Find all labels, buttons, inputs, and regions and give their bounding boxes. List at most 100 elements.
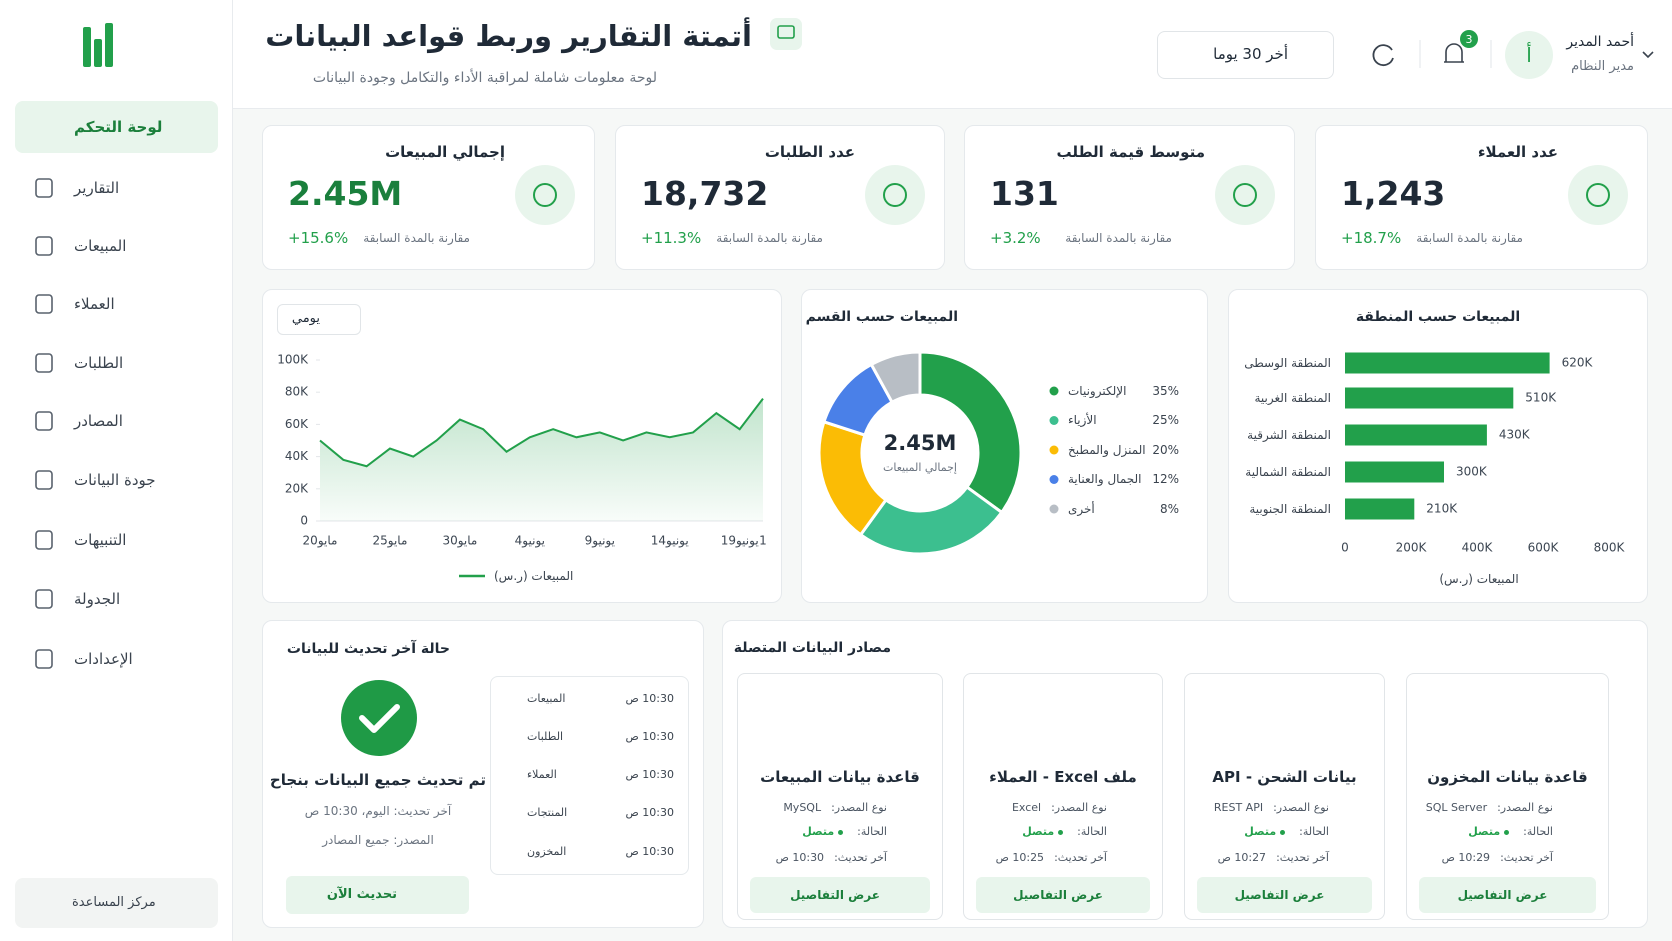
source-name: قاعدة بيانات المخزون — [1427, 767, 1588, 786]
nav-item[interactable]: الإعدادات — [74, 649, 133, 668]
row-label: نوع المصدر: — [1273, 801, 1329, 814]
x-tick-label: مايو20 — [303, 534, 338, 549]
y-tick-label: المنطقة الشمالية — [1245, 464, 1331, 479]
status-item-time: 10:30 ص — [625, 729, 675, 743]
user-name: أحمد المدير — [1566, 34, 1634, 50]
source-row: نوع المصدر: SQL Server — [1253, 799, 1553, 817]
row-label: الحالة: — [1077, 825, 1107, 838]
card-title: مصادر البيانات المتصلة — [733, 640, 891, 656]
x-tick-label: 0 — [1341, 541, 1349, 555]
source-row: نوع المصدر: MySQL — [587, 799, 887, 817]
nav-item[interactable]: الطلبات — [74, 353, 124, 372]
button-label[interactable]: عرض التفاصيل — [1234, 887, 1325, 902]
nav-item[interactable]: جودة البيانات — [74, 470, 156, 489]
kpi-change: +3.2% — [990, 228, 1041, 247]
details-button[interactable] — [750, 877, 930, 913]
nav-item[interactable]: المبيعات — [74, 236, 127, 255]
bar — [1345, 461, 1444, 483]
help-link[interactable]: مركز المساعدة — [72, 895, 156, 910]
y-tick-label: 100K — [277, 353, 309, 367]
kpi-icon — [883, 183, 907, 207]
details-button[interactable] — [976, 877, 1150, 913]
page-subtitle: لوحة معلومات شاملة لمراقبة الأداء والتكا… — [312, 70, 657, 86]
kpi-title: عدد الطلبات — [764, 142, 855, 161]
logo-bar — [83, 27, 91, 67]
kpi-note: مقارنة بالمدة السابقة — [1416, 230, 1523, 245]
row-label: الحالة: — [857, 825, 887, 838]
title-icon-inner — [777, 25, 795, 39]
row-value: 10:29 ص — [1441, 851, 1491, 864]
period-dropdown[interactable] — [277, 304, 361, 335]
x-tick-label: 200K — [1396, 541, 1428, 555]
legend-dot — [1049, 386, 1059, 396]
button-label[interactable]: عرض التفاصيل — [1013, 887, 1103, 902]
y-tick-label: 20K — [285, 481, 309, 495]
row-label: نوع المصدر: — [1051, 801, 1107, 814]
legend-label: المبيعات (ر.س) — [494, 568, 574, 583]
status-dot — [1280, 829, 1286, 835]
nav-item[interactable]: التنبيهات — [74, 530, 127, 549]
kpi-icon — [1586, 183, 1610, 207]
page-title: أتمتة التقارير وربط قواعد البيانات — [265, 18, 752, 53]
nav-item[interactable]: الجدولة — [74, 589, 121, 608]
y-tick-label: 40K — [285, 449, 309, 463]
details-button[interactable] — [1197, 877, 1372, 913]
legend-label: المنزل والمطبخ — [1068, 442, 1146, 457]
kpi-change: +18.7% — [1341, 228, 1402, 247]
legend-label: الجمال والعناية — [1068, 472, 1142, 486]
excel-badge: X — [1050, 715, 1062, 731]
source-row: آخر تحديث: 10:29 ص — [1253, 849, 1553, 867]
header-bar — [233, 0, 1672, 109]
status-item-time: 10:30 ص — [625, 806, 675, 820]
kpi-change: +11.3% — [641, 228, 702, 247]
row-label: آخر تحديث: — [834, 851, 887, 864]
api-badge: API — [1275, 720, 1294, 731]
nav-item[interactable]: المصادر — [74, 411, 123, 430]
nav-item[interactable]: العملاء — [74, 294, 115, 313]
row-label: آخر تحديث: — [1500, 851, 1553, 864]
kpi-card — [1315, 125, 1648, 270]
row-value: متصل — [1468, 825, 1501, 838]
row-label: نوع المصدر: — [831, 801, 887, 814]
kpi-icon-bg — [1568, 165, 1628, 225]
kpi-icon-bg — [865, 165, 925, 225]
row-value: متصل — [1022, 825, 1055, 838]
bar-value-label: 510K — [1525, 391, 1557, 405]
source-row: آخر تحديث: 10:30 ص — [587, 849, 887, 867]
bar-value-label: 430K — [1499, 428, 1531, 442]
refresh-button[interactable] — [286, 876, 469, 914]
status-item: المنتجات — [527, 806, 568, 820]
period-select[interactable]: يومي — [291, 311, 320, 326]
row-value: متصل — [1244, 825, 1277, 838]
nav-item[interactable]: التقارير — [74, 178, 120, 197]
help-box[interactable] — [15, 878, 218, 928]
kpi-icon-bg — [1215, 165, 1275, 225]
nav-item[interactable]: لوحة التحكم — [74, 117, 163, 136]
legend-value: 12% — [1152, 472, 1179, 486]
row-label: آخر تحديث: — [1276, 851, 1329, 864]
button-label[interactable]: عرض التفاصيل — [1457, 887, 1548, 902]
button-label[interactable]: تحديث الآن — [326, 887, 398, 902]
y-tick-label: المنطقة الجنوبية — [1249, 501, 1331, 516]
date-picker[interactable] — [1157, 31, 1334, 79]
kpi-note: مقارنة بالمدة السابقة — [1065, 230, 1172, 245]
x-tick-label: يونيو4 — [515, 534, 545, 549]
details-button[interactable] — [1419, 877, 1596, 913]
button-label[interactable]: عرض التفاصيل — [790, 887, 880, 902]
legend-label: الأزياء — [1068, 413, 1097, 427]
kpi-value: 2.45M — [288, 174, 403, 213]
kpi-value: 18,732 — [641, 174, 769, 213]
source-row: الحالة: متصل — [1253, 823, 1553, 841]
source-row: نوع المصدر: REST API — [1029, 799, 1329, 817]
row-label: الحالة: — [1523, 825, 1553, 838]
x-tick-label: 600K — [1528, 541, 1560, 555]
row-value: REST API — [1213, 801, 1264, 814]
x-tick-label: 1 — [759, 534, 767, 548]
kpi-value: 131 — [990, 174, 1059, 213]
x-tick-label: 800K — [1594, 541, 1626, 555]
pie-center-label: إجمالي المبيعات — [882, 460, 957, 474]
kpi-icon-bg — [515, 165, 575, 225]
pie-center-value: 2.45M — [883, 430, 957, 455]
kpi-icon — [1233, 183, 1257, 207]
